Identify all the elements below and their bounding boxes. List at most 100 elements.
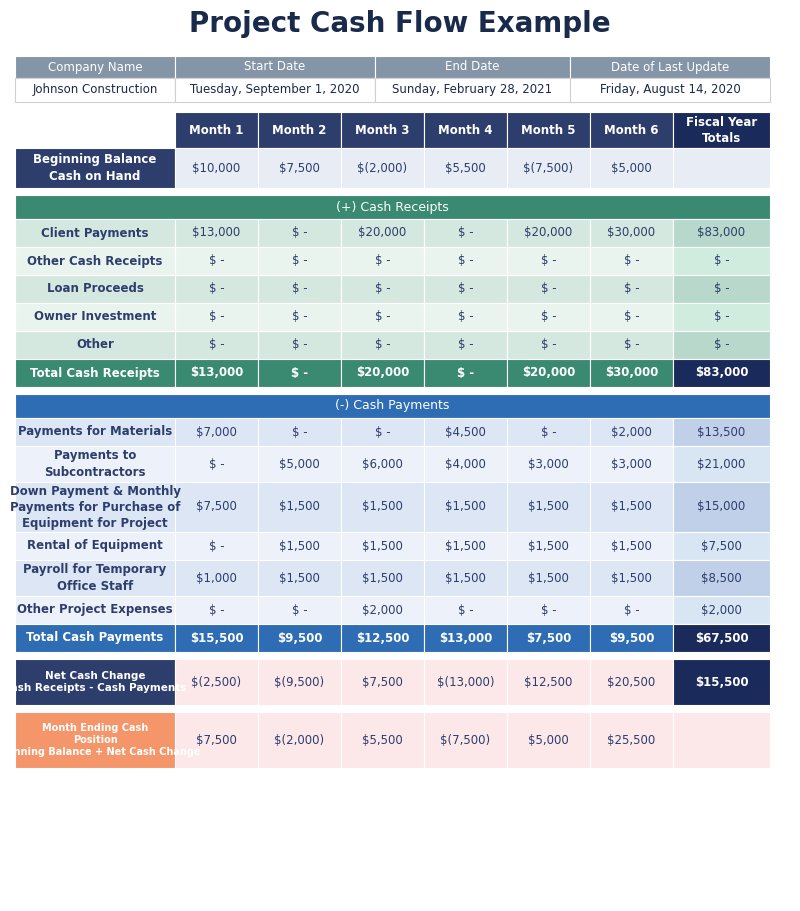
FancyBboxPatch shape [424,219,507,247]
Text: $13,500: $13,500 [698,425,746,438]
Text: $ -: $ - [209,339,224,352]
Text: $ -: $ - [291,366,308,380]
FancyBboxPatch shape [673,659,770,705]
FancyBboxPatch shape [15,303,175,331]
Text: $1,500: $1,500 [611,571,652,585]
FancyBboxPatch shape [507,712,590,768]
FancyBboxPatch shape [673,596,770,624]
FancyBboxPatch shape [175,482,258,532]
Text: $83,000: $83,000 [698,227,746,240]
FancyBboxPatch shape [175,418,258,446]
FancyBboxPatch shape [507,331,590,359]
FancyBboxPatch shape [590,560,673,596]
Text: $ -: $ - [624,339,639,352]
FancyBboxPatch shape [341,596,424,624]
Text: $6,000: $6,000 [362,457,403,470]
FancyBboxPatch shape [507,532,590,560]
Text: $1,500: $1,500 [611,539,652,552]
Text: $ -: $ - [292,425,307,438]
FancyBboxPatch shape [15,56,175,78]
FancyBboxPatch shape [15,247,175,275]
Text: Date of Last Update: Date of Last Update [611,60,729,74]
Text: Rental of Equipment: Rental of Equipment [27,539,163,552]
Text: $1,500: $1,500 [528,571,569,585]
Text: $ -: $ - [714,311,730,323]
FancyBboxPatch shape [590,659,673,705]
Text: $83,000: $83,000 [694,366,748,380]
Text: Net Cash Change
Cash Receipts - Cash Payments: Net Cash Change Cash Receipts - Cash Pay… [3,670,186,693]
Text: $21,000: $21,000 [698,457,746,470]
FancyBboxPatch shape [424,303,507,331]
FancyBboxPatch shape [258,359,341,387]
FancyBboxPatch shape [341,532,424,560]
FancyBboxPatch shape [590,331,673,359]
FancyBboxPatch shape [424,532,507,560]
FancyBboxPatch shape [258,418,341,446]
Text: $ -: $ - [624,254,639,268]
FancyBboxPatch shape [175,78,375,102]
Text: $ -: $ - [714,282,730,295]
FancyBboxPatch shape [341,359,424,387]
FancyBboxPatch shape [175,560,258,596]
Text: $15,500: $15,500 [190,631,243,644]
FancyBboxPatch shape [507,624,590,652]
FancyBboxPatch shape [507,482,590,532]
FancyBboxPatch shape [341,712,424,768]
FancyBboxPatch shape [424,560,507,596]
FancyBboxPatch shape [15,418,175,446]
Text: $ -: $ - [541,254,556,268]
Text: $20,000: $20,000 [522,366,575,380]
FancyBboxPatch shape [15,275,175,303]
FancyBboxPatch shape [590,219,673,247]
Text: $1,500: $1,500 [445,571,486,585]
Text: $1,500: $1,500 [279,539,320,552]
Text: $5,000: $5,000 [279,457,320,470]
FancyBboxPatch shape [15,394,770,418]
Text: $7,500: $7,500 [362,675,403,689]
FancyBboxPatch shape [258,560,341,596]
FancyBboxPatch shape [15,712,175,768]
FancyBboxPatch shape [507,359,590,387]
FancyBboxPatch shape [424,659,507,705]
FancyBboxPatch shape [424,596,507,624]
FancyBboxPatch shape [258,275,341,303]
FancyBboxPatch shape [424,359,507,387]
Text: Tuesday, September 1, 2020: Tuesday, September 1, 2020 [190,84,360,97]
FancyBboxPatch shape [590,596,673,624]
FancyBboxPatch shape [424,331,507,359]
Text: (-) Cash Payments: (-) Cash Payments [335,400,450,413]
FancyBboxPatch shape [424,418,507,446]
FancyBboxPatch shape [507,596,590,624]
Text: $30,000: $30,000 [607,227,655,240]
FancyBboxPatch shape [590,112,673,148]
FancyBboxPatch shape [673,148,770,188]
Text: $7,500: $7,500 [196,500,237,514]
Text: Johnson Construction: Johnson Construction [32,84,158,97]
Text: $1,500: $1,500 [362,539,403,552]
Text: $12,500: $12,500 [356,631,410,644]
Text: $ -: $ - [209,539,224,552]
Text: Other: Other [76,339,114,352]
FancyBboxPatch shape [673,247,770,275]
Text: $ -: $ - [374,339,390,352]
Text: $4,500: $4,500 [445,425,486,438]
Text: $2,000: $2,000 [611,425,652,438]
FancyBboxPatch shape [175,532,258,560]
FancyBboxPatch shape [507,303,590,331]
FancyBboxPatch shape [258,219,341,247]
FancyBboxPatch shape [258,596,341,624]
FancyBboxPatch shape [341,112,424,148]
FancyBboxPatch shape [341,303,424,331]
FancyBboxPatch shape [341,331,424,359]
FancyBboxPatch shape [507,219,590,247]
FancyBboxPatch shape [341,275,424,303]
Text: Month 4: Month 4 [438,124,493,137]
FancyBboxPatch shape [673,560,770,596]
Text: Down Payment & Monthly
Payments for Purchase of
Equipment for Project: Down Payment & Monthly Payments for Purc… [10,485,181,529]
FancyBboxPatch shape [590,275,673,303]
Text: $ -: $ - [374,311,390,323]
FancyBboxPatch shape [341,219,424,247]
FancyBboxPatch shape [424,482,507,532]
Text: Project Cash Flow Example: Project Cash Flow Example [189,10,611,38]
Text: Total Cash Payments: Total Cash Payments [26,631,164,644]
